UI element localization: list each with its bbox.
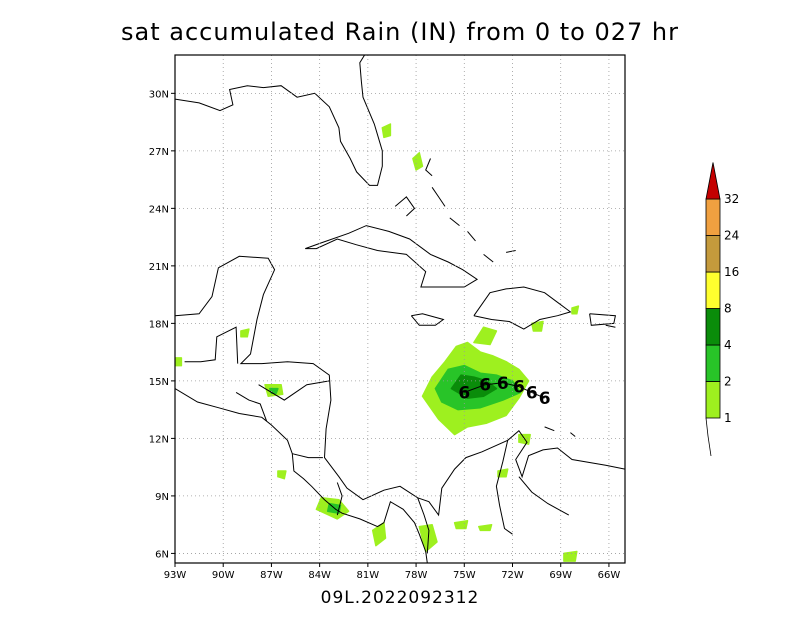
legend-label: 32	[724, 192, 739, 206]
legend-bin-4	[705, 235, 721, 273]
legend-label: 4	[724, 338, 732, 352]
lon-tick-label: 81W	[357, 570, 380, 581]
coastline-1	[305, 225, 479, 288]
storm-track-symbol: 6	[539, 389, 551, 409]
lon-tick-label: 90W	[212, 570, 235, 581]
coastline-11	[336, 482, 343, 516]
lon-tick-label: 87W	[260, 570, 283, 581]
legend-bin-3	[705, 271, 721, 309]
legend-label: 2	[724, 375, 732, 389]
axis-layer: 93W 90W 87W 84W 81W 78W 75W 72W 69W 66W 6N 9N 12N 15N…	[149, 89, 621, 581]
coastline-18	[449, 217, 460, 226]
coastline-24	[605, 324, 616, 328]
lat-tick-label: 30N	[149, 89, 169, 100]
lon-tick-label: 75W	[453, 570, 476, 581]
storm-track-symbol: 6	[526, 383, 538, 403]
storm-track-line	[464, 382, 545, 399]
grid-layer	[175, 55, 625, 563]
rain-area-21	[563, 550, 578, 562]
lon-tick-label: 72W	[501, 570, 524, 581]
storm-track-symbol: 6	[497, 374, 509, 394]
coastline-6	[175, 388, 428, 563]
rain-area-19	[175, 357, 183, 367]
lat-tick-label: 27N	[149, 147, 169, 158]
rain-area-15	[381, 123, 392, 139]
lat-tick-label: 18N	[149, 319, 169, 330]
rain-area-16	[531, 320, 544, 332]
coastline-20	[483, 254, 494, 263]
coastline-7	[184, 326, 239, 364]
coastline-layer	[175, 55, 625, 563]
coastline-5	[175, 255, 625, 517]
lon-tick-label: 93W	[164, 570, 187, 581]
coastline-10	[292, 453, 323, 459]
legend-bin-5	[705, 198, 721, 236]
coastline-0	[175, 55, 383, 186]
lon-tick-label: 69W	[549, 570, 572, 581]
coastline-3	[410, 313, 445, 326]
lat-tick-label: 21N	[149, 262, 169, 273]
lat-tick-label: 15N	[149, 377, 169, 388]
coastline-16	[431, 187, 446, 207]
storm-track-symbol: 6	[513, 378, 525, 398]
coastline-15	[394, 196, 416, 217]
lat-tick-label: 6N	[155, 549, 169, 560]
legend-bin-2	[705, 308, 721, 346]
rain-area-2	[450, 374, 498, 399]
storm-track-symbol: 6	[458, 383, 470, 403]
legend-label: 8	[724, 302, 732, 316]
lon-tick-label: 84W	[308, 570, 331, 581]
map-frame	[174, 54, 626, 564]
coastline-13	[495, 440, 513, 535]
legend-label: 1	[724, 411, 732, 425]
storm-id-label: 09L.2022092312	[320, 588, 480, 608]
rain-area-11	[478, 523, 493, 532]
coastline-19	[467, 231, 476, 242]
rain-area-14	[412, 152, 424, 171]
rain-area-17	[240, 328, 250, 338]
coastline-21	[506, 250, 516, 253]
rain-area-3	[473, 326, 498, 346]
coastline-14	[518, 476, 570, 516]
legend-tail	[705, 417, 712, 457]
coastline-12	[417, 497, 430, 554]
rain-area-20	[277, 470, 287, 480]
lon-tick-label: 78W	[405, 570, 428, 581]
coastline-2	[473, 286, 572, 330]
map-title: sat accumulated Rain (IN) from 0 to 027 …	[121, 18, 679, 46]
rain-area-8	[453, 520, 469, 530]
lon-tick-label: 66W	[598, 570, 621, 581]
coastline-22	[544, 426, 555, 432]
coastline-9	[258, 380, 330, 401]
rain-area-18	[571, 305, 580, 315]
legend-bin-6	[705, 162, 721, 200]
lat-tick-label: 24N	[149, 204, 169, 215]
coastline-4	[589, 313, 617, 326]
legend-bin-1	[705, 344, 721, 382]
lat-tick-label: 9N	[155, 492, 169, 503]
storm-track-symbol: 6	[479, 376, 491, 396]
coastline-17	[425, 158, 433, 177]
legend-bin-0	[705, 381, 721, 419]
coastline-8	[235, 391, 268, 422]
legend-label: 16	[724, 265, 739, 279]
lat-tick-label: 12N	[149, 434, 169, 445]
coastline-23	[570, 432, 576, 437]
legend-label: 24	[724, 229, 739, 243]
